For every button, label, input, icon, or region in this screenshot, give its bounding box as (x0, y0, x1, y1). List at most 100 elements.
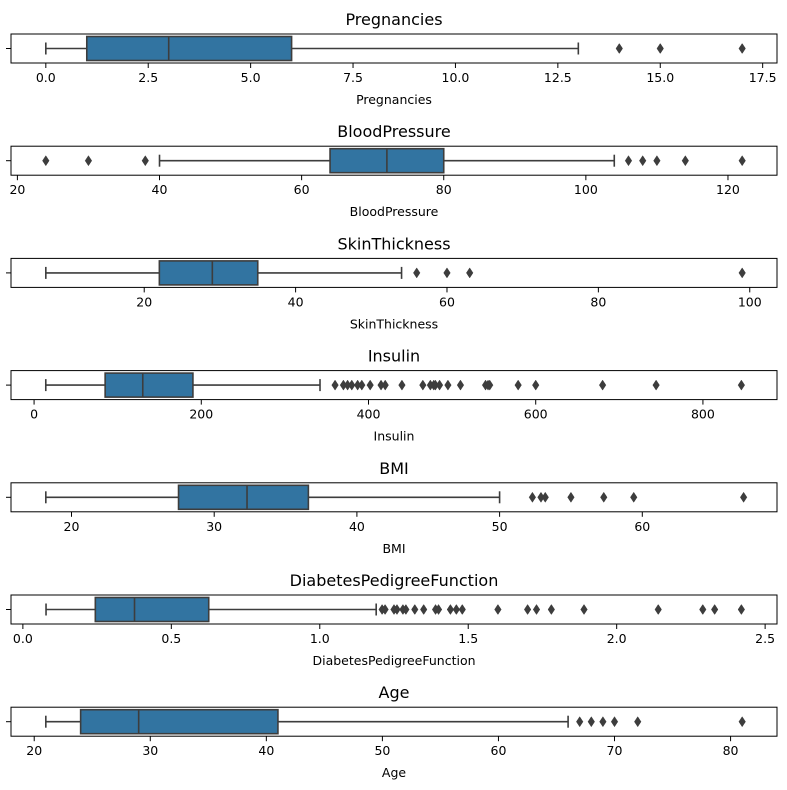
x-tick-label: 40 (288, 294, 304, 309)
outlier-point (654, 604, 662, 615)
x-tick-label: 60 (491, 743, 507, 758)
outlier-point (711, 604, 719, 615)
x-tick-label: 40 (349, 519, 365, 534)
axes-frame (10, 594, 778, 625)
x-tick-label: 60 (294, 182, 310, 197)
outlier-point (681, 155, 689, 167)
outlier-point (444, 379, 452, 391)
outlier-point (434, 604, 443, 615)
outlier-point (738, 716, 746, 728)
x-tick-label: 15.0 (646, 70, 674, 85)
outlier-point (443, 267, 451, 279)
x-axis-label: Pregnancies (356, 92, 432, 107)
outlier-point (653, 155, 661, 167)
subplot-diabetespedigreefunction: DiabetesPedigreeFunction 0.0 0.5 1.0 1.5 2.0 2… (6, 571, 778, 668)
outlier-point (587, 716, 595, 728)
outlier-point (639, 155, 647, 167)
outlier-point (532, 604, 541, 615)
subplot-title: Pregnancies (345, 10, 442, 29)
outlier-point (567, 491, 575, 503)
outlier-point (446, 604, 455, 615)
iqr-box (94, 596, 210, 623)
outlier-point (524, 604, 532, 615)
outlier-point (738, 267, 746, 279)
outlier-point (737, 604, 745, 615)
x-tick-label: 50 (374, 743, 390, 758)
outlier-point (381, 604, 389, 615)
x-tick-label: 20 (26, 743, 42, 758)
outlier-point (580, 604, 588, 615)
x-axis-label: DiabetesPedigreeFunction (312, 653, 475, 668)
outlier-point (656, 43, 664, 54)
x-tick-label: 2.5 (755, 631, 775, 646)
axes-frame (10, 145, 778, 176)
outlier-point (634, 716, 642, 728)
outlier-point (84, 155, 93, 167)
x-tick-label: 0.0 (13, 631, 33, 646)
axes-frame (10, 257, 778, 288)
x-tick-label: 50 (492, 519, 508, 534)
outlier-point (358, 379, 366, 391)
outlier-point (413, 267, 421, 279)
iqr-box (177, 484, 310, 511)
outlier-point (624, 155, 633, 167)
x-axis-label: BloodPressure (350, 204, 439, 219)
x-axis-label: BMI (382, 541, 405, 556)
outlier-point (411, 604, 419, 615)
outlier-point (514, 379, 522, 391)
x-tick-label: 800 (691, 407, 715, 422)
x-tick-label: 600 (524, 407, 548, 422)
outlier-point (738, 43, 746, 54)
x-tick-label: 17.5 (749, 70, 777, 85)
outlier-point (419, 379, 427, 391)
x-tick-label: 80 (723, 743, 739, 758)
iqr-box (79, 708, 279, 735)
x-tick-label: 80 (590, 294, 606, 309)
iqr-box (158, 260, 259, 286)
x-tick-label: 30 (206, 519, 222, 534)
outlier-point (576, 716, 584, 728)
x-tick-label: 7.5 (343, 70, 363, 85)
x-tick-label: 70 (607, 743, 623, 758)
outlier-point (141, 155, 149, 167)
x-tick-label: 10.0 (442, 70, 470, 85)
x-tick-label: 2.0 (607, 631, 627, 646)
outlier-point (435, 379, 444, 391)
axes-frame (10, 33, 778, 64)
x-tick-label: 0.0 (36, 70, 56, 85)
x-tick-label: 0.5 (161, 631, 181, 646)
outlier-point (615, 43, 623, 54)
outlier-point (600, 491, 608, 503)
outlier-point (456, 379, 465, 391)
iqr-box (85, 35, 293, 62)
outlier-point (398, 379, 406, 391)
outlier-point (420, 604, 428, 615)
subplot-bmi: BMI 20 30 40 50 60 BMI (6, 459, 778, 556)
subplot-age: Age 20 30 40 50 60 70 80 Age (6, 683, 778, 780)
outlier-point (630, 491, 638, 503)
outlier-point (740, 491, 748, 503)
iqr-box (104, 372, 194, 398)
outlier-point (458, 604, 466, 615)
outlier-point (699, 604, 707, 615)
x-tick-label: 120 (716, 182, 740, 197)
subplot-title: Age (379, 683, 410, 702)
subplot-title: SkinThickness (337, 234, 450, 253)
outlier-point (494, 604, 502, 615)
x-tick-label: 20 (9, 182, 25, 197)
x-tick-label: 20 (136, 294, 152, 309)
x-tick-label: 80 (436, 182, 452, 197)
x-axis-label: SkinThickness (350, 316, 438, 331)
subplot-bloodpressure: BloodPressure 20 40 60 80 100 120 BloodPressure (6, 122, 778, 219)
subplot-pregnancies: Pregnancies 0.0 2.5 5.0 7.5 10.0 12.5 15.0 17.5 P… (6, 10, 778, 107)
x-tick-label: 0 (30, 407, 38, 422)
outlier-point (393, 604, 401, 615)
outlier-point (42, 155, 50, 167)
x-axis-label: Insulin (374, 429, 415, 444)
outlier-point (381, 379, 389, 391)
outlier-point (737, 379, 745, 391)
outlier-point (402, 604, 410, 615)
x-tick-label: 40 (152, 182, 168, 197)
x-tick-label: 200 (189, 407, 213, 422)
subplot-title: Insulin (368, 347, 420, 366)
